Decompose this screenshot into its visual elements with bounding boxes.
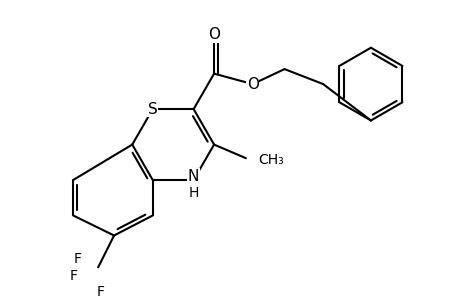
Text: O: O bbox=[246, 76, 258, 92]
Text: CH₃: CH₃ bbox=[258, 154, 284, 167]
Text: S: S bbox=[147, 102, 157, 117]
Text: F: F bbox=[73, 252, 82, 266]
Text: N: N bbox=[188, 169, 199, 184]
Text: F: F bbox=[96, 285, 104, 299]
Text: H: H bbox=[188, 186, 198, 200]
Text: O: O bbox=[207, 27, 219, 42]
Text: F: F bbox=[69, 269, 77, 284]
